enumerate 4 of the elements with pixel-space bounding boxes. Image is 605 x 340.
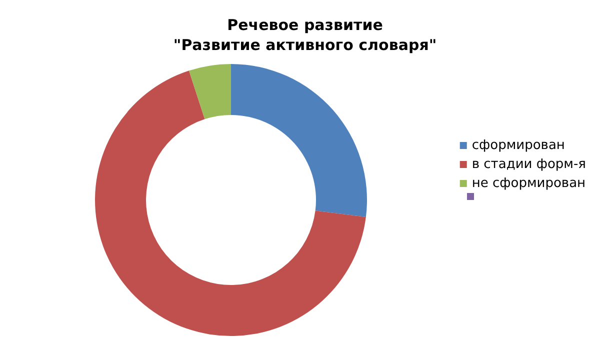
- chart-title: Речевое развитие "Развитие активного словаря": [173, 16, 437, 54]
- legend-label: в стадии форм-я: [472, 157, 586, 172]
- legend-label: не сформирован: [472, 176, 586, 191]
- legend-label: сформирован: [472, 138, 565, 153]
